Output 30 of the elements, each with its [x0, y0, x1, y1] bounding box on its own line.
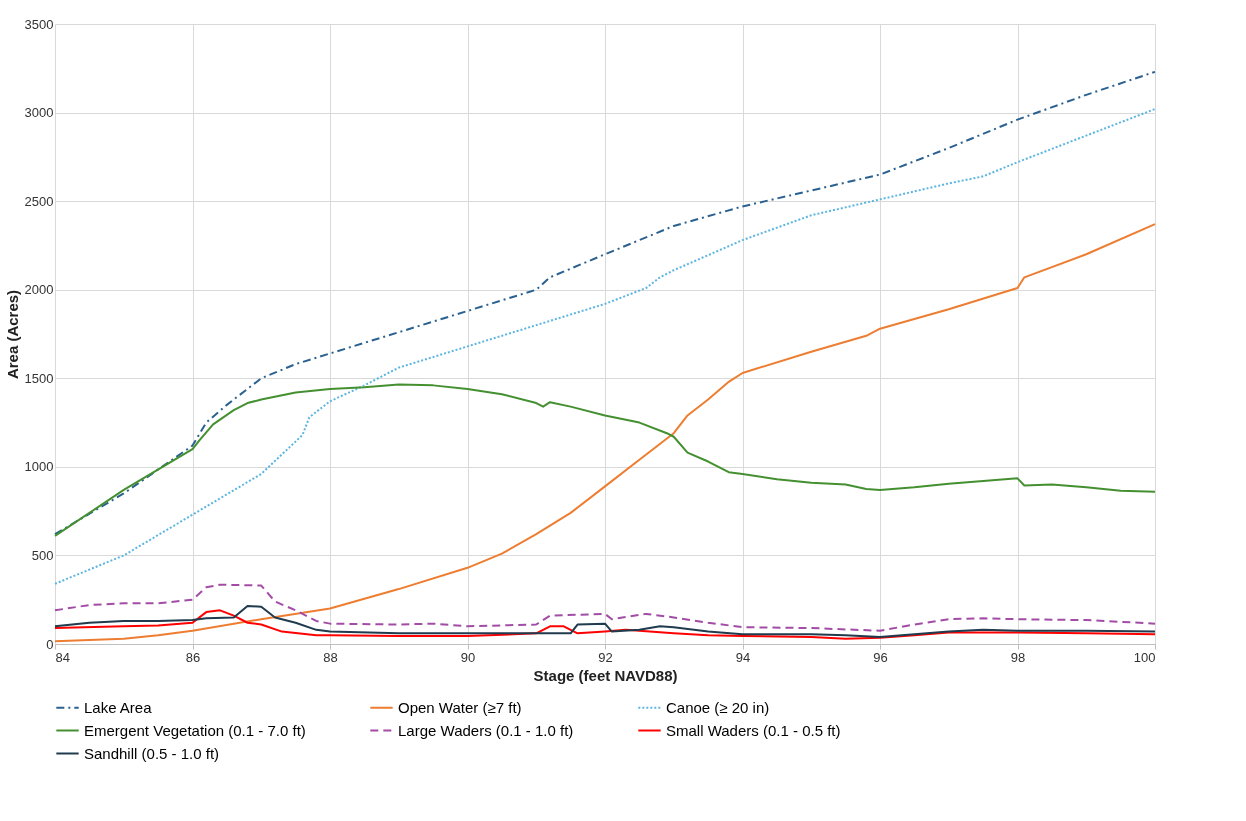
x-tick-label: 88 — [323, 649, 338, 665]
x-axis-title: Stage (feet NAVD88) — [533, 666, 678, 684]
legend-label: Sandhill (0.5 - 1.0 ft) — [84, 744, 220, 762]
y-tick-label: 1000 — [24, 459, 54, 475]
x-tick-label: 84 — [55, 649, 70, 665]
x-tick-label: 100 — [1133, 649, 1156, 665]
x-tick-label: 94 — [735, 649, 751, 665]
x-tick-label: 86 — [185, 649, 201, 665]
y-tick-label: 1500 — [24, 370, 54, 386]
x-tick-label: 90 — [460, 649, 476, 665]
legend-label: Canoe (≥ 20 in) — [666, 698, 770, 716]
y-tick-label: 3000 — [24, 105, 54, 121]
y-tick-label: 2000 — [24, 282, 54, 298]
legend-label: Small Waders (0.1 - 0.5 ft) — [666, 721, 841, 739]
y-tick-label: 3500 — [24, 16, 54, 32]
line-series — [54, 383, 1156, 537]
line-series — [54, 583, 1156, 632]
legend-label: Large Waders (0.1 - 1.0 ft) — [398, 721, 574, 739]
y-tick-label: 0 — [46, 636, 54, 652]
legend-label: Lake Area — [84, 698, 153, 716]
y-tick-label: 500 — [31, 547, 54, 563]
x-tick-label: 92 — [598, 649, 613, 665]
y-tick-label: 2500 — [24, 193, 54, 209]
legend-label: Emergent Vegetation (0.1 - 7.0 ft) — [84, 721, 306, 739]
line-series — [54, 108, 1156, 585]
x-tick-label: 96 — [873, 649, 888, 665]
y-axis-title: Area (Acres) — [3, 289, 21, 380]
line-series — [54, 70, 1156, 536]
x-tick-label: 98 — [1010, 649, 1026, 665]
legend-label: Open Water (≥7 ft) — [398, 698, 522, 716]
